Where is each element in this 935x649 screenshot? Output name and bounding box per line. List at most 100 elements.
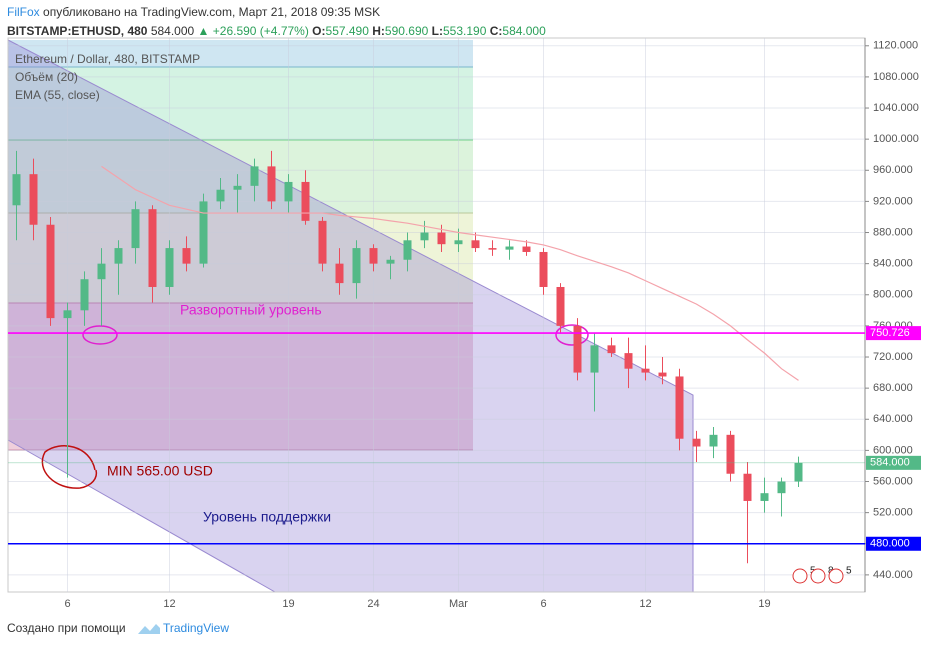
fib-zone xyxy=(8,303,473,450)
candle-body xyxy=(284,181,293,202)
annotation: Разворотный уровень xyxy=(180,302,322,318)
candle-body xyxy=(12,174,21,206)
y-tick-label: 880.000 xyxy=(873,226,913,238)
ohlc-value: 553.190 xyxy=(442,24,487,38)
candle-body xyxy=(216,189,225,202)
ema-line xyxy=(101,165,799,381)
candle-body xyxy=(488,248,497,250)
y-tick-label: 960.000 xyxy=(873,164,913,176)
highlight-circle xyxy=(82,325,118,345)
change: ▲ +26.590 (+4.77%) xyxy=(197,24,309,38)
y-tick-label: 800.000 xyxy=(873,289,913,301)
author[interactable]: FilFox xyxy=(7,5,40,19)
candle-body xyxy=(403,240,412,260)
x-tick-label: 12 xyxy=(639,598,651,610)
candle-body xyxy=(250,166,259,186)
fib-zone xyxy=(8,140,473,213)
y-tick-label: 720.000 xyxy=(873,351,913,363)
ohlc-label: H: xyxy=(372,24,385,38)
candle-body xyxy=(369,248,378,264)
fib-zone xyxy=(8,67,473,140)
y-tick-label: 640.000 xyxy=(873,413,913,425)
candle-body xyxy=(573,325,582,373)
candle-body xyxy=(386,259,395,264)
brand[interactable]: TradingView xyxy=(162,621,230,635)
candle-body xyxy=(505,246,514,250)
header-line: FilFox опубликовано на TradingView.com, … xyxy=(7,3,546,22)
y-tick-label: 560.000 xyxy=(873,475,913,487)
symbol: BITSTAMP:ETHUSD, 480 xyxy=(7,24,148,38)
event-icon xyxy=(792,568,808,584)
candle-body xyxy=(777,481,786,494)
candle-body xyxy=(131,209,140,249)
candle-body xyxy=(318,220,327,264)
y-tick-label: 920.000 xyxy=(873,195,913,207)
event-icon xyxy=(810,568,826,584)
ohlc-value: 590.690 xyxy=(384,24,429,38)
candle-body xyxy=(335,263,344,284)
candle-body xyxy=(63,310,72,319)
candle-body xyxy=(233,185,242,190)
y-tick-label: 520.000 xyxy=(873,507,913,519)
legend-symbol: Ethereum / Dollar, 480, BITSTAMP xyxy=(15,52,200,66)
footer-text: Создано при помощи xyxy=(7,621,126,635)
x-tick-label: 12 xyxy=(163,598,175,610)
level-label: 480.000 xyxy=(870,538,910,550)
level-badge xyxy=(866,455,921,470)
candle-body xyxy=(352,248,361,284)
legend-ema: EMA (55, close) xyxy=(15,88,100,102)
candle-body xyxy=(97,263,106,280)
y-tick-label: 680.000 xyxy=(873,382,913,394)
level-badge xyxy=(866,536,921,551)
x-tick-label: 24 xyxy=(367,598,379,610)
candle-body xyxy=(182,248,191,264)
candle-body xyxy=(624,353,633,369)
candle-body xyxy=(301,181,310,221)
level-badge xyxy=(866,326,921,341)
y-tick-label: 440.000 xyxy=(873,569,913,581)
logo-shape xyxy=(137,623,160,634)
candle-body xyxy=(199,201,208,264)
level-label: 750.726 xyxy=(870,327,910,339)
x-tick-label: 19 xyxy=(758,598,770,610)
fib-zone xyxy=(8,40,473,67)
candle-body xyxy=(794,462,803,482)
ohlc-label: C: xyxy=(489,24,503,38)
candle-body xyxy=(539,251,548,287)
y-tick-label: 1080.000 xyxy=(873,71,919,83)
x-tick-label: Mar xyxy=(449,598,468,610)
annotation: MIN 565.00 USD xyxy=(107,463,213,479)
candle-body xyxy=(692,438,701,447)
chart: Ethereum / Dollar, 480, BITSTAMP Объём (… xyxy=(7,37,921,610)
candle-body xyxy=(148,209,157,287)
candle-body xyxy=(726,434,735,474)
drawings xyxy=(7,39,694,593)
annotation: Уровень поддержки xyxy=(203,509,331,525)
last: 584.000 xyxy=(150,24,195,38)
level-label: 584.000 xyxy=(870,457,910,469)
candle-body xyxy=(607,345,616,354)
x-tick-label: 6 xyxy=(540,598,546,610)
candle-body xyxy=(641,368,650,373)
candle-body xyxy=(165,248,174,287)
candle-body xyxy=(590,345,599,373)
candle-body xyxy=(267,166,276,202)
event-count: 5 xyxy=(846,566,852,577)
candle-body xyxy=(29,174,38,225)
candle-body xyxy=(437,232,446,245)
candle-body xyxy=(760,493,769,501)
candle-body xyxy=(114,248,123,264)
highlight-circle xyxy=(41,445,98,489)
ohlc-value: 557.490 xyxy=(325,24,369,38)
candle-body xyxy=(522,246,531,252)
candle-body xyxy=(471,240,480,249)
candle-body xyxy=(420,232,429,241)
header: FilFox опубликовано на TradingView.com, … xyxy=(7,3,546,41)
ohlc-value: 584.000 xyxy=(502,24,546,38)
candle-body xyxy=(675,376,684,439)
header-line: BITSTAMP:ETHUSD, 480 584.000 ▲ +26.590 (… xyxy=(7,22,546,41)
ohlc-label: O: xyxy=(312,24,326,38)
candle-body xyxy=(556,286,565,326)
x-tick-label: 6 xyxy=(64,598,70,610)
